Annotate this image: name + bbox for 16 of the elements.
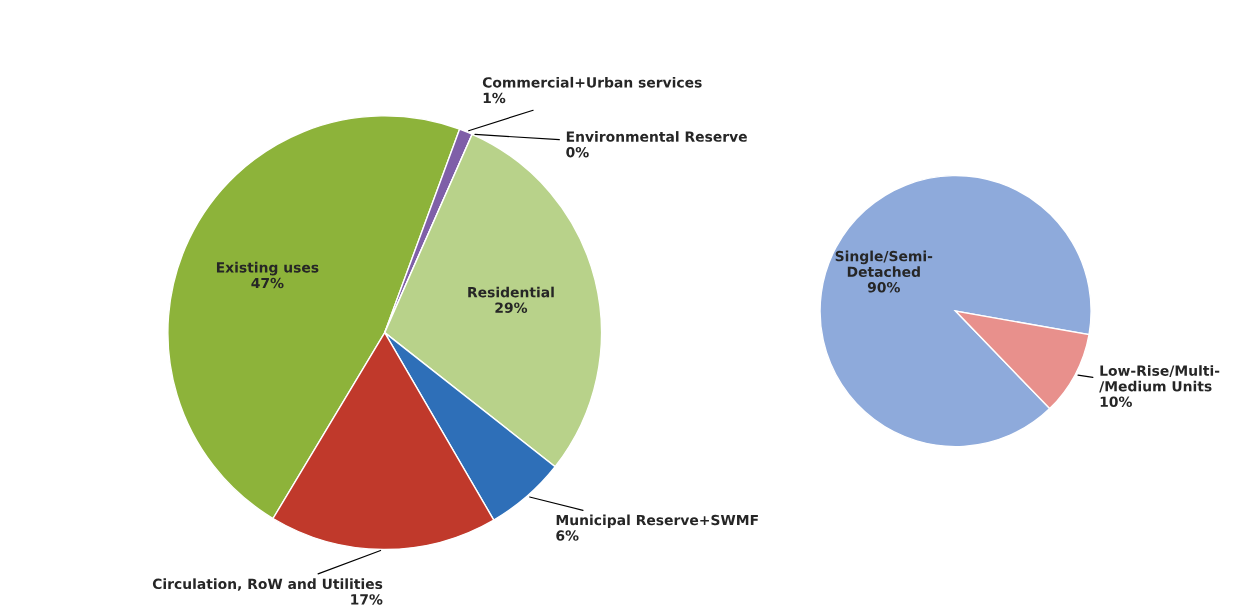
data-label: 1% (483, 92, 506, 104)
slice-label: Circulation, RoW and Utilities (152, 578, 383, 591)
slice-label: Existing uses (216, 261, 319, 276)
data-label: 90% (867, 282, 900, 293)
data-label: 29% (495, 302, 528, 313)
text: 0% (566, 146, 589, 158)
data-label: 17% (351, 594, 383, 605)
slice-label: Residential (468, 286, 554, 298)
slice-label: Municipal Reserve+SWMF (556, 514, 758, 528)
slice-label: Low-Rise/Multi- /Medium Units (1099, 365, 1220, 393)
data-label: 47% (251, 277, 284, 289)
data-label: 10% (1100, 396, 1132, 408)
slice-label: Commercial+Urban services (482, 76, 702, 88)
data-label: 6% (556, 530, 579, 541)
slice-label: Single/Semi- Detached (835, 250, 933, 277)
category-label: Environmental Reserve (566, 131, 747, 142)
